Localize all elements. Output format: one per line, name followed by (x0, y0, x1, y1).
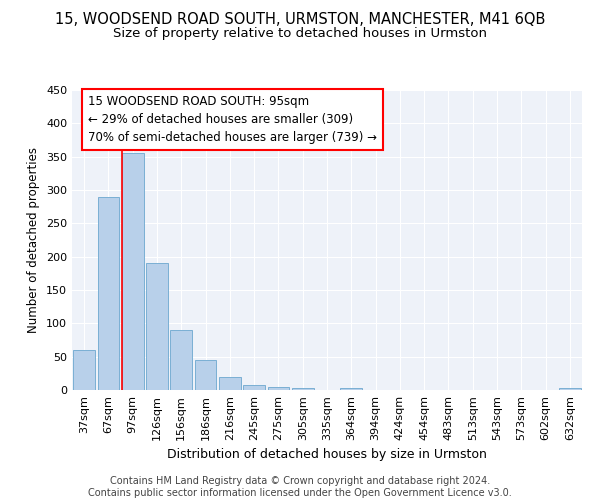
Bar (194, 360, 217, 390)
Bar (146, 264, 168, 390)
X-axis label: Distribution of detached houses by size in Urmston: Distribution of detached houses by size … (167, 448, 487, 462)
Bar (243, 384, 265, 390)
Text: Contains HM Land Registry data © Crown copyright and database right 2024.
Contai: Contains HM Land Registry data © Crown c… (88, 476, 512, 498)
Text: Size of property relative to detached houses in Urmston: Size of property relative to detached ho… (113, 28, 487, 40)
Bar (122, 154, 143, 390)
Bar (268, 388, 289, 390)
Bar (292, 388, 314, 390)
Bar (170, 330, 192, 390)
Text: 15, WOODSEND ROAD SOUTH, URMSTON, MANCHESTER, M41 6QB: 15, WOODSEND ROAD SOUTH, URMSTON, MANCHE… (55, 12, 545, 28)
Bar (97, 196, 119, 390)
Y-axis label: Number of detached properties: Number of detached properties (28, 147, 40, 333)
Bar (559, 388, 581, 390)
Bar (219, 376, 241, 390)
Bar (73, 350, 95, 390)
Text: 15 WOODSEND ROAD SOUTH: 95sqm
← 29% of detached houses are smaller (309)
70% of : 15 WOODSEND ROAD SOUTH: 95sqm ← 29% of d… (88, 94, 377, 144)
Bar (340, 388, 362, 390)
